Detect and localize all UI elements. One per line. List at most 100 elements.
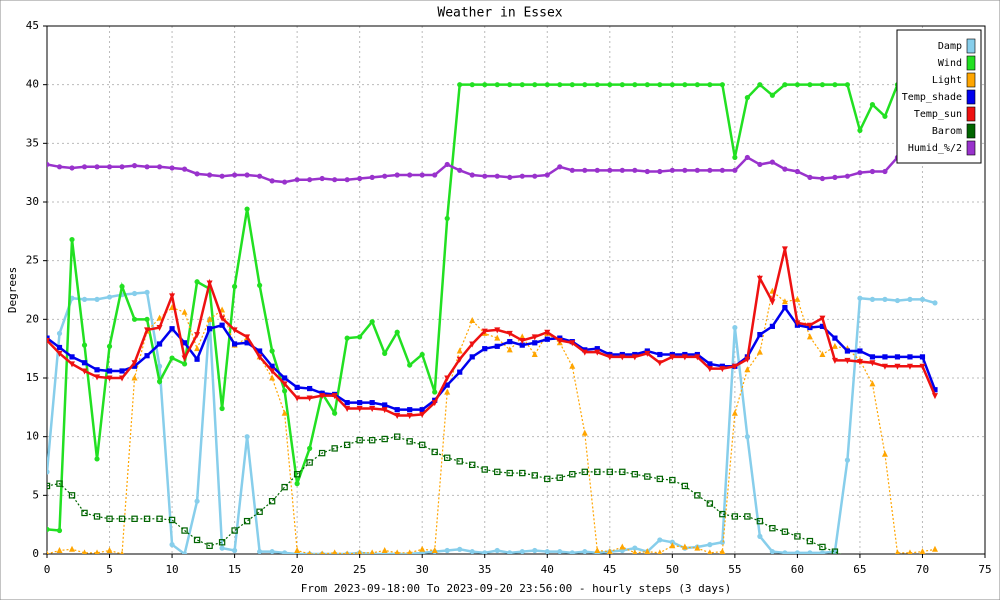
marker xyxy=(94,374,101,381)
marker xyxy=(469,549,475,554)
marker xyxy=(744,434,750,440)
marker xyxy=(156,164,163,170)
y-tick-label: 25 xyxy=(26,254,39,267)
marker xyxy=(857,295,863,301)
marker xyxy=(757,161,763,168)
marker xyxy=(194,356,200,362)
marker xyxy=(394,329,400,335)
marker xyxy=(281,483,288,491)
marker xyxy=(569,167,575,173)
marker xyxy=(69,361,76,368)
marker xyxy=(131,515,138,523)
marker xyxy=(269,348,275,354)
marker xyxy=(619,82,625,88)
marker xyxy=(694,167,700,173)
marker xyxy=(257,282,263,288)
marker xyxy=(819,82,826,88)
marker xyxy=(757,331,763,338)
marker xyxy=(756,517,764,525)
y-tick-label: 30 xyxy=(26,195,39,208)
marker xyxy=(56,527,63,534)
marker xyxy=(307,445,313,451)
y-tick-label: 20 xyxy=(26,312,39,325)
marker xyxy=(469,172,475,178)
x-tick-label: 35 xyxy=(478,563,491,576)
marker xyxy=(707,167,713,173)
marker xyxy=(669,82,675,88)
marker xyxy=(344,400,350,406)
marker xyxy=(744,356,751,363)
marker xyxy=(432,389,438,395)
marker xyxy=(844,457,851,463)
y-tick-label: 35 xyxy=(26,136,39,149)
marker xyxy=(831,342,838,349)
marker xyxy=(169,542,175,548)
marker xyxy=(81,296,88,302)
marker xyxy=(557,164,563,170)
marker xyxy=(769,92,775,98)
marker xyxy=(907,354,913,360)
marker xyxy=(382,402,388,408)
marker xyxy=(206,315,213,322)
marker xyxy=(47,550,49,554)
marker xyxy=(707,361,713,367)
marker xyxy=(606,468,614,476)
marker xyxy=(569,340,576,347)
legend-swatch xyxy=(966,123,976,139)
marker xyxy=(856,359,863,366)
marker xyxy=(469,341,476,348)
marker xyxy=(219,405,225,412)
marker xyxy=(807,550,813,554)
marker xyxy=(144,353,150,359)
marker xyxy=(181,166,188,172)
marker xyxy=(168,516,176,524)
marker xyxy=(156,363,163,369)
marker xyxy=(519,82,525,88)
marker xyxy=(381,435,388,443)
marker xyxy=(269,549,275,554)
marker xyxy=(895,549,900,554)
marker xyxy=(619,543,626,550)
marker xyxy=(119,283,125,290)
legend-swatch xyxy=(966,38,976,54)
marker xyxy=(494,173,500,179)
marker xyxy=(307,550,312,554)
marker xyxy=(131,163,138,169)
marker xyxy=(782,166,788,172)
marker xyxy=(532,173,538,179)
marker xyxy=(69,354,75,360)
marker xyxy=(882,296,888,302)
marker xyxy=(869,168,876,175)
x-axis-label: From 2023-09-18:00 To 2023-09-20 23:56:0… xyxy=(301,582,731,595)
marker xyxy=(519,333,526,340)
marker xyxy=(393,433,401,440)
marker xyxy=(682,82,688,88)
marker xyxy=(419,411,426,418)
marker xyxy=(544,475,551,483)
marker xyxy=(332,410,338,416)
marker xyxy=(244,172,250,178)
marker xyxy=(269,374,276,381)
marker xyxy=(47,469,50,475)
marker xyxy=(744,513,751,520)
marker xyxy=(456,347,463,354)
marker xyxy=(619,354,626,361)
marker xyxy=(144,316,150,322)
marker xyxy=(482,173,488,179)
marker xyxy=(282,388,288,394)
marker xyxy=(94,296,100,302)
marker xyxy=(106,294,113,300)
marker xyxy=(607,167,613,173)
marker xyxy=(494,327,501,334)
marker xyxy=(919,363,926,370)
marker xyxy=(444,454,451,461)
marker xyxy=(181,355,188,362)
marker xyxy=(143,515,151,523)
marker xyxy=(769,524,776,532)
marker xyxy=(656,360,663,367)
marker xyxy=(156,515,163,523)
marker xyxy=(582,167,588,173)
marker xyxy=(557,549,563,554)
marker xyxy=(557,82,563,88)
